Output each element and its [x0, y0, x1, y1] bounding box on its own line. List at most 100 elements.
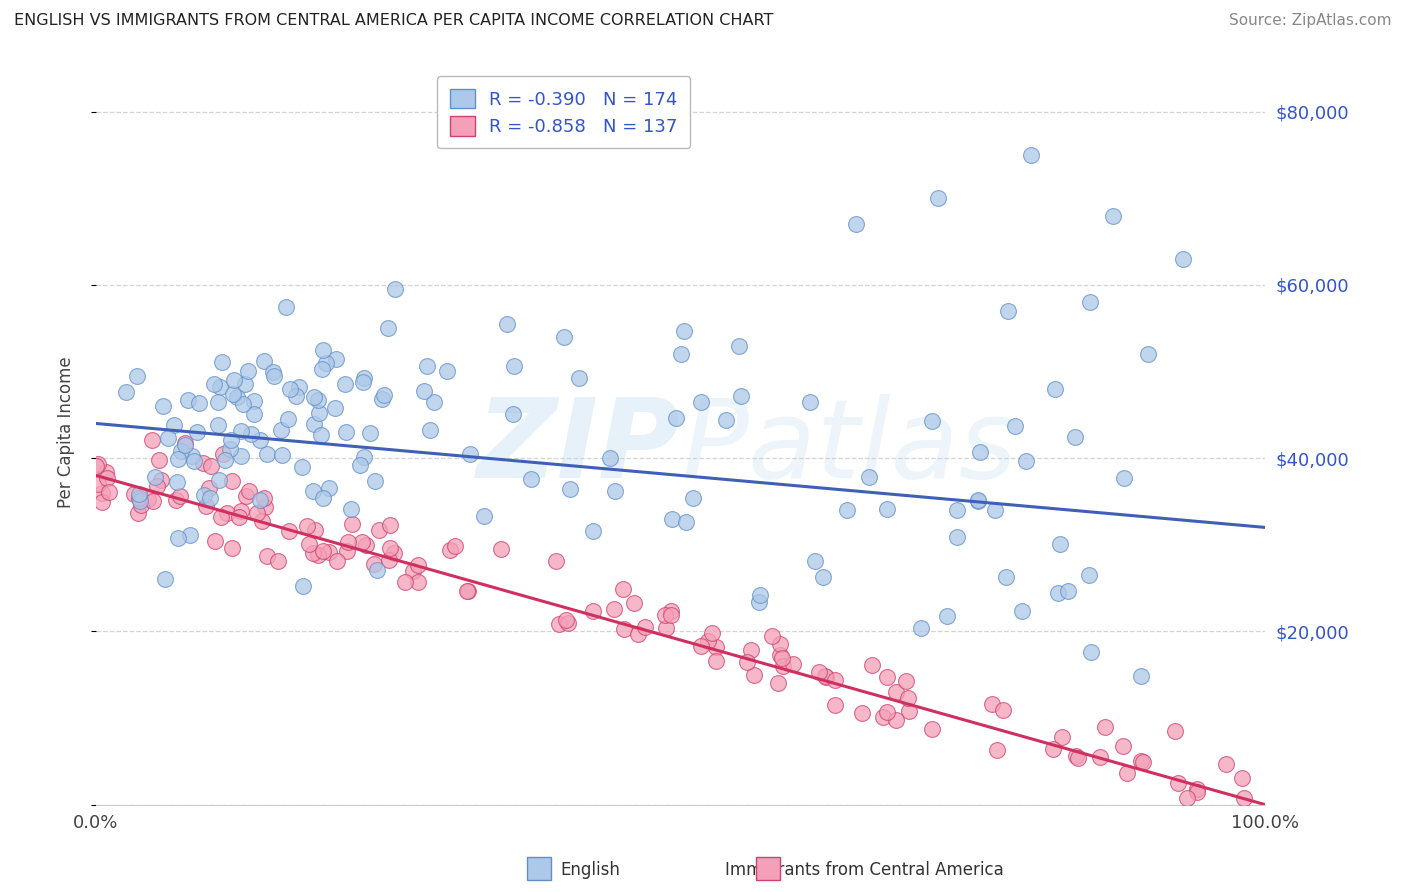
Point: [782, 657, 804, 671]
Point: [202, 377, 225, 392]
Point: [340, 502, 363, 516]
Point: [689, 395, 711, 409]
Legend: R = -0.390   N = 174, R = -0.858   N = 137: R = -0.390 N = 174, R = -0.858 N = 137: [437, 76, 690, 148]
Point: [704, 640, 727, 654]
Point: [153, 572, 176, 586]
Point: [302, 417, 325, 432]
Point: [222, 374, 245, 388]
Point: [318, 545, 340, 559]
Point: [1112, 739, 1135, 753]
Point: [1130, 754, 1153, 768]
Point: [682, 491, 704, 506]
Point: [946, 503, 969, 517]
Point: [371, 392, 394, 406]
Point: [946, 530, 969, 544]
Point: [276, 300, 298, 314]
Point: [208, 473, 231, 487]
Point: [714, 413, 737, 427]
Point: [910, 621, 932, 635]
Point: [229, 504, 252, 518]
Point: [876, 705, 898, 719]
Point: [1233, 791, 1256, 805]
Point: [278, 524, 301, 539]
Point: [1011, 603, 1033, 617]
Point: [312, 343, 335, 357]
Point: [807, 665, 830, 680]
Point: [1043, 382, 1066, 396]
Point: [252, 514, 274, 528]
Point: [277, 412, 299, 426]
Point: [770, 650, 793, 665]
Point: [336, 534, 359, 549]
Point: [548, 617, 571, 632]
Point: [730, 389, 752, 403]
Point: [1166, 776, 1188, 790]
Point: [173, 438, 195, 452]
Point: [254, 500, 277, 514]
Point: [270, 423, 292, 437]
Point: [769, 648, 792, 663]
Point: [824, 698, 846, 713]
Point: [897, 690, 920, 705]
Point: [243, 393, 266, 408]
Point: [772, 658, 794, 673]
Point: [495, 318, 517, 332]
Point: [229, 449, 252, 463]
Point: [148, 453, 170, 467]
Point: [278, 383, 301, 397]
Point: [896, 674, 918, 689]
Point: [602, 602, 624, 616]
Point: [898, 704, 921, 718]
Point: [141, 433, 163, 447]
Point: [122, 486, 145, 500]
Point: [872, 710, 894, 724]
Point: [91, 486, 114, 500]
Point: [661, 512, 683, 526]
Point: [766, 676, 789, 690]
Point: [353, 450, 375, 465]
Point: [226, 390, 249, 404]
Point: [702, 626, 724, 640]
Point: [568, 370, 591, 384]
Point: [744, 667, 766, 681]
Point: [659, 604, 682, 618]
Point: [129, 494, 152, 508]
Point: [167, 452, 190, 467]
Point: [1056, 584, 1078, 599]
Point: [627, 627, 650, 641]
Point: [249, 434, 271, 448]
Point: [333, 376, 356, 391]
Point: [1042, 742, 1064, 756]
Point: [935, 608, 957, 623]
Point: [921, 722, 943, 736]
Point: [423, 394, 446, 409]
Point: [367, 523, 389, 537]
Point: [166, 475, 188, 490]
Text: Patlas: Patlas: [681, 393, 1017, 500]
Point: [86, 477, 108, 491]
Point: [366, 563, 388, 577]
Point: [835, 503, 858, 517]
Point: [214, 452, 236, 467]
Point: [1066, 749, 1088, 764]
Point: [815, 670, 838, 684]
Point: [311, 362, 333, 376]
Point: [416, 359, 439, 374]
Point: [845, 217, 868, 231]
Point: [312, 544, 335, 558]
Point: [308, 406, 330, 420]
Point: [876, 670, 898, 684]
Point: [143, 470, 166, 484]
Point: [1078, 567, 1101, 582]
Point: [967, 493, 990, 508]
Point: [177, 392, 200, 407]
Point: [582, 524, 605, 539]
Point: [165, 493, 187, 508]
Point: [612, 582, 634, 597]
Point: [193, 488, 215, 502]
Point: [191, 456, 214, 470]
Point: [814, 669, 837, 683]
Point: [654, 608, 676, 623]
Point: [96, 471, 118, 485]
Point: [246, 507, 269, 521]
